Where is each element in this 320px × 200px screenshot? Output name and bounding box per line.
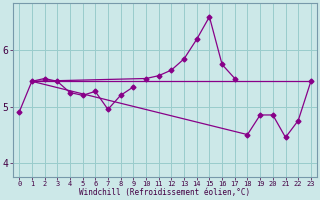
X-axis label: Windchill (Refroidissement éolien,°C): Windchill (Refroidissement éolien,°C)	[79, 188, 251, 197]
